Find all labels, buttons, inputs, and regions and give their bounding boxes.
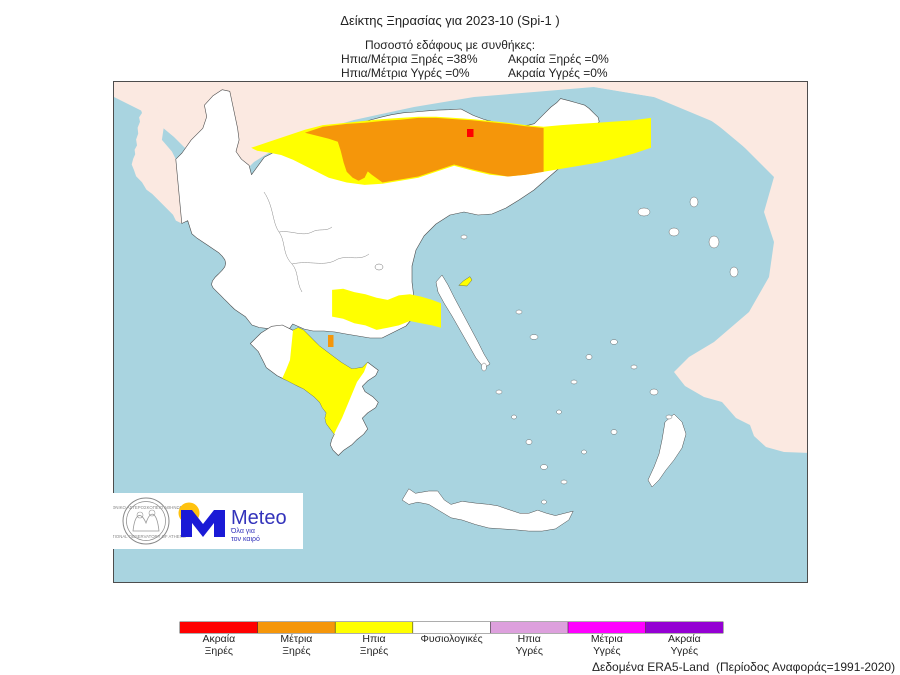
svg-text:τον καιρό: τον καιρό [231,535,260,543]
svg-text:ΕΘΝΙΚΟ ΑΣΤΕΡΟΣΚΟΠΕΙΟ ΑΘΗΝΩΝ: ΕΘΝΙΚΟ ΑΣΤΕΡΟΣΚΟΠΕΙΟ ΑΘΗΝΩΝ [113,505,183,510]
svg-text:NATIONAL OBSERVATORY OF ATHENS: NATIONAL OBSERVATORY OF ATHENS [113,534,186,539]
svg-text:Όλα για: Όλα για [230,528,255,535]
svg-text:Meteo: Meteo [231,507,287,529]
